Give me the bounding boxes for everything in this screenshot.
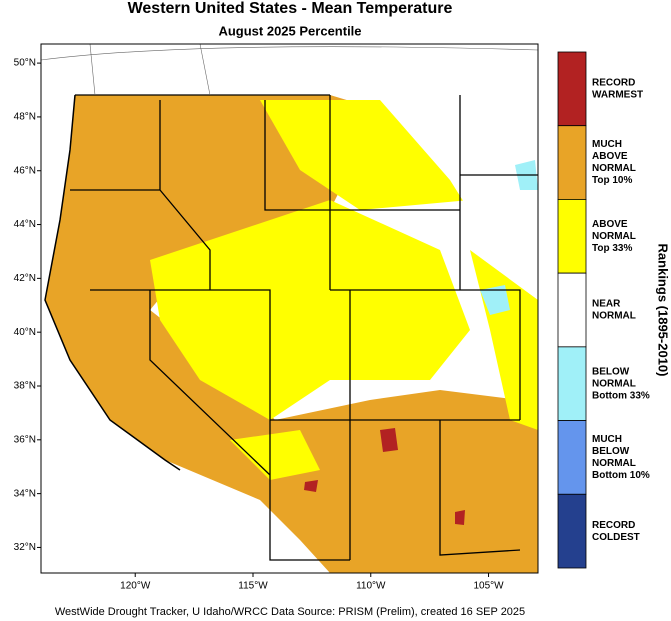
legend-swatch (557, 493, 587, 569)
legend-label: RECORD (592, 520, 635, 531)
title: Western United States - Mean Temperature (128, 0, 453, 17)
y-tick-label: 40°N (14, 327, 36, 338)
x-tick-label: 110°W (356, 581, 386, 592)
y-tick-label: 36°N (14, 434, 36, 445)
above-region (230, 430, 320, 480)
x-tick-label: 115°W (238, 581, 268, 592)
legend-swatch (557, 272, 587, 348)
y-tick-label: 44°N (14, 219, 36, 230)
map-frame (40, 43, 539, 574)
legend-label: NORMAL (592, 311, 636, 322)
map-layer (41, 44, 538, 573)
legend-label: COLDEST (592, 532, 640, 543)
above-region (150, 200, 470, 420)
graticule (41, 44, 538, 96)
y-tick-label: 42°N (14, 273, 36, 284)
legend-label: Bottom 10% (592, 470, 650, 481)
legend-label: RECORD (592, 77, 635, 88)
legend-label: BELOW (592, 446, 630, 457)
record-patch (304, 428, 465, 525)
state-borders (70, 94, 538, 561)
legend-label: NORMAL (592, 378, 636, 389)
legend-label: NORMAL (592, 163, 636, 174)
x-tick-label: 105°W (473, 581, 504, 592)
y-tick-label: 46°N (14, 165, 36, 176)
near-region (380, 60, 538, 300)
much-above-region (45, 95, 538, 573)
legend-label: Bottom 33% (592, 390, 650, 401)
legend-label: WARMEST (592, 89, 643, 100)
legend-label: NORMAL (592, 231, 636, 242)
legend-label: BELOW (592, 366, 630, 377)
legend-swatch (557, 420, 587, 495)
legend-label: Top 10% (592, 175, 632, 186)
legend-title: Rankings (1895-2010) (656, 244, 671, 377)
legend-swatch (557, 199, 587, 274)
subtitle: August 2025 Percentile (218, 23, 361, 38)
footer: WestWide Drought Tracker, U Idaho/WRCC D… (55, 606, 525, 618)
legend-swatch (557, 346, 587, 421)
legend-label: Top 33% (592, 243, 632, 254)
y-tick-label: 48°N (14, 112, 36, 123)
legend-label: ABOVE (592, 219, 628, 230)
y-tick-label: 32°N (14, 542, 36, 553)
legend-label: NORMAL (592, 458, 636, 469)
legend-label: MUCH (592, 434, 622, 445)
legend-swatch (557, 51, 587, 127)
coastline (44, 94, 181, 471)
legend-label: ABOVE (592, 151, 628, 162)
y-tick-label: 50°N (14, 58, 36, 69)
x-tick-label: 120°W (120, 581, 151, 592)
legend-label: MUCH (592, 139, 622, 150)
y-tick-label: 34°N (14, 488, 36, 499)
legend-swatch (557, 125, 587, 200)
y-tick-label: 38°N (14, 381, 36, 392)
legend-label: NEAR (592, 299, 621, 310)
